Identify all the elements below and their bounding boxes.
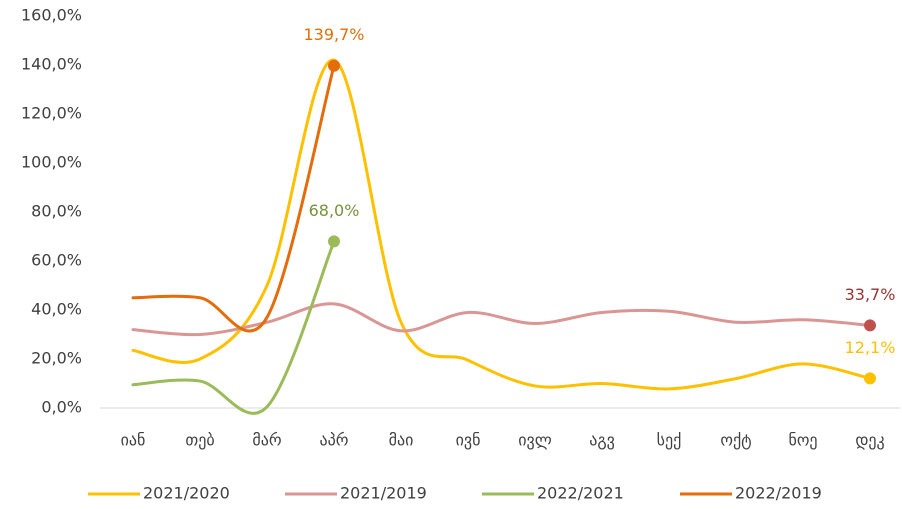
y-tick-label: 120,0% xyxy=(21,104,82,123)
y-tick-label: 160,0% xyxy=(21,6,82,25)
y-tick-label: 140,0% xyxy=(21,55,82,74)
x-tick-label: იან xyxy=(121,431,146,450)
x-tick-label: ნოე xyxy=(788,431,817,450)
data-label: 139,7% xyxy=(303,25,364,44)
data-point xyxy=(328,59,340,72)
y-tick-label: 80,0% xyxy=(31,202,82,221)
data-point xyxy=(328,235,340,248)
y-tick-label: 60,0% xyxy=(31,251,82,270)
x-tick-label: ივნ xyxy=(456,431,481,450)
x-tick-label: ოქტ xyxy=(720,431,751,450)
series-line xyxy=(131,58,872,391)
data-point xyxy=(864,319,876,332)
legend-label: 2021/2019 xyxy=(340,484,427,503)
series-line xyxy=(131,239,336,415)
x-tick-label: დეკ xyxy=(855,431,884,450)
legend-label: 2021/2020 xyxy=(143,484,230,503)
legend-label: 2022/2021 xyxy=(537,484,624,503)
x-tick-label: ივლ xyxy=(518,431,552,450)
series-line xyxy=(131,64,336,333)
x-tick-label: აგვ xyxy=(589,431,615,450)
x-tick-label: მარ xyxy=(252,431,281,450)
data-label: 33,7% xyxy=(845,285,896,304)
y-tick-label: 20,0% xyxy=(31,349,82,368)
data-point xyxy=(864,372,876,385)
y-tick-label: 0,0% xyxy=(41,398,82,417)
x-tick-label: აპრ xyxy=(320,431,349,450)
y-tick-label: 100,0% xyxy=(21,153,82,172)
legend-label: 2022/2019 xyxy=(735,484,822,503)
x-tick-label: მაი xyxy=(389,431,414,450)
data-label: 12,1% xyxy=(845,338,896,357)
data-label: 68,0% xyxy=(309,201,360,220)
x-tick-label: თებ xyxy=(185,431,214,450)
x-tick-label: სექ xyxy=(657,431,682,450)
y-tick-label: 40,0% xyxy=(31,300,82,319)
